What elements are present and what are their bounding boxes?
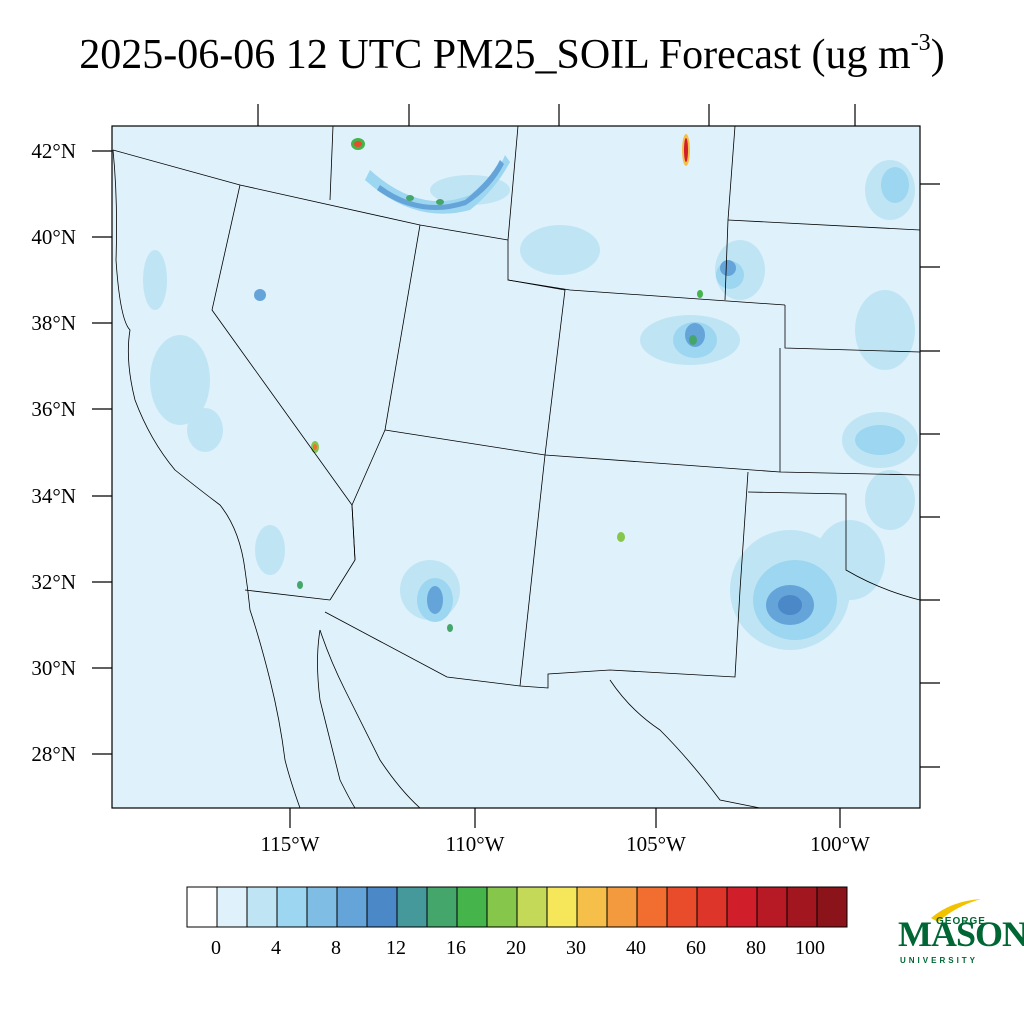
colorbar-swatch xyxy=(576,886,608,928)
lat-label-40n: 40°N xyxy=(31,225,76,249)
logo-swoosh-icon xyxy=(931,899,981,922)
map-frame xyxy=(111,125,921,809)
colorbar-swatch xyxy=(396,886,428,928)
lon-label-105w: 105°W xyxy=(626,832,686,856)
colorbar-swatch xyxy=(726,886,758,928)
colorbar-swatch xyxy=(216,886,248,928)
colorbar-swatch xyxy=(426,886,458,928)
colorbar-label-30: 30 xyxy=(566,937,586,959)
colorbar-label-8: 8 xyxy=(331,937,341,959)
colorbar-swatch xyxy=(186,886,218,928)
colorbar-swatch xyxy=(336,886,368,928)
lat-label-42n: 42°N xyxy=(31,139,76,163)
colorbar-swatch xyxy=(366,886,398,928)
logo-top-text: GEORGE xyxy=(936,916,986,927)
colorbar-swatch xyxy=(756,886,788,928)
gmu-logo: GEORGE MASON UNIVERSITY xyxy=(896,896,1024,976)
colorbar-label-4: 4 xyxy=(271,937,281,959)
lat-label-30n: 30°N xyxy=(31,656,76,680)
map-background xyxy=(112,126,920,808)
lat-label-38n: 38°N xyxy=(31,311,76,335)
colorbar-label-0: 0 xyxy=(211,937,221,959)
tick-marks xyxy=(92,104,940,828)
colorbar-swatch xyxy=(786,886,818,928)
colorbar-swatch xyxy=(276,886,308,928)
lon-label-110w: 110°W xyxy=(445,832,505,856)
lat-label-36n: 36°N xyxy=(31,397,76,421)
concentration-field xyxy=(143,134,918,650)
logo-bottom-text: UNIVERSITY xyxy=(900,956,979,965)
colorbar-label-16: 16 xyxy=(446,937,466,959)
lat-label-32n: 32°N xyxy=(31,570,76,594)
lat-label-34n: 34°N xyxy=(31,484,76,508)
colorbar-swatch xyxy=(816,886,848,928)
colorbar-swatch xyxy=(306,886,338,928)
colorbar-swatch xyxy=(696,886,728,928)
colorbar-swatch xyxy=(516,886,548,928)
lon-label-115w: 115°W xyxy=(260,832,320,856)
colorbar-swatch xyxy=(456,886,488,928)
coastline-and-borders xyxy=(112,126,920,808)
colorbar-label-60: 60 xyxy=(686,937,706,959)
colorbar-label-12: 12 xyxy=(386,937,406,959)
lon-label-100w: 100°W xyxy=(810,832,870,856)
colorbar-swatch xyxy=(546,886,578,928)
colorbar-swatch xyxy=(486,886,518,928)
colorbar xyxy=(186,886,848,928)
colorbar-label-80: 80 xyxy=(746,937,766,959)
colorbar-swatch xyxy=(666,886,698,928)
colorbar-label-20: 20 xyxy=(506,937,526,959)
chart-title: 2025-06-06 12 UTC PM25_SOIL Forecast (ug… xyxy=(79,30,945,78)
colorbar-swatch xyxy=(606,886,638,928)
lat-label-28n: 28°N xyxy=(31,742,76,766)
colorbar-swatch xyxy=(246,886,278,928)
colorbar-swatch xyxy=(636,886,668,928)
colorbar-label-40: 40 xyxy=(626,937,646,959)
colorbar-label-100: 100 xyxy=(795,937,825,959)
logo-main-text: MASON xyxy=(898,914,1024,954)
